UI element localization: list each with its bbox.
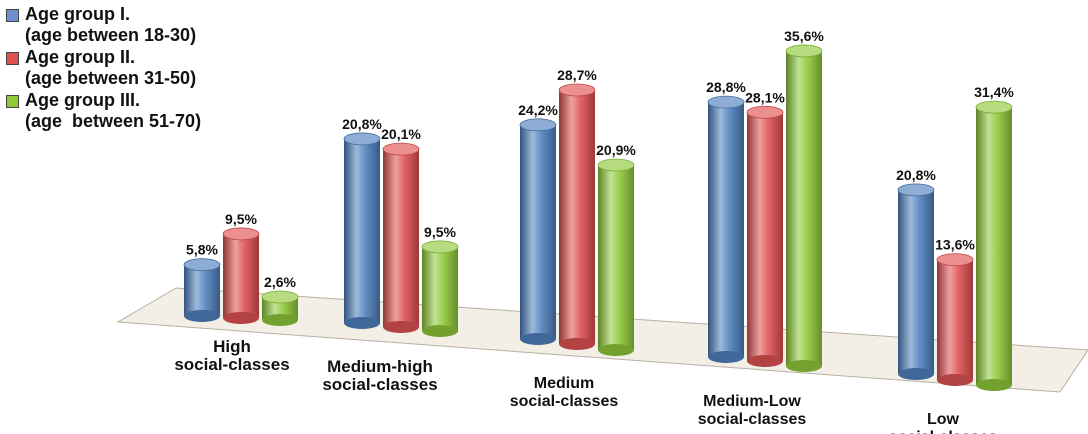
bars-group <box>183 44 1013 391</box>
bar-2-2 <box>382 142 420 333</box>
value-label-3-4: 35,6% <box>784 28 824 44</box>
value-label-2-4: 28,1% <box>745 89 785 105</box>
bar-1-1 <box>183 258 221 322</box>
value-label-1-4: 28,8% <box>706 79 746 95</box>
legend-item-age-group-3: Age group III. (age between 51-70) <box>6 90 201 132</box>
bar-3-4 <box>785 44 823 372</box>
category-label-2: Medium-high social-classes <box>322 357 437 394</box>
bar-1-4 <box>707 95 745 363</box>
bar-2-5 <box>936 253 974 386</box>
value-label-2-5: 13,6% <box>935 237 975 253</box>
value-label-2-1: 9,5% <box>225 211 257 227</box>
category-label-1: High social-classes <box>174 337 289 374</box>
value-label-1-1: 5,8% <box>186 242 218 258</box>
bar-3-1 <box>261 290 299 326</box>
legend: Age group I. (age between 18-30) Age gro… <box>6 4 201 133</box>
legend-label-age-group-3: Age group III. (age between 51-70) <box>25 90 202 131</box>
legend-item-age-group-1: Age group I. (age between 18-30) <box>6 4 201 46</box>
category-label-4: Medium-Low social-classes <box>698 393 807 428</box>
legend-swatch-age-group-1 <box>6 9 19 22</box>
legend-swatch-age-group-3 <box>6 95 19 108</box>
value-label-3-3: 20,9% <box>596 142 636 158</box>
bar-3-2 <box>421 240 459 337</box>
bar-2-1 <box>222 227 260 324</box>
bar-3-3 <box>597 158 635 356</box>
value-label-3-5: 31,4% <box>974 84 1014 100</box>
legend-label-age-group-2: Age group II. (age between 31-50) <box>25 47 197 88</box>
bar-1-2 <box>343 132 381 329</box>
legend-item-age-group-2: Age group II. (age between 31-50) <box>6 47 201 89</box>
value-label-1-3: 24,2% <box>518 102 558 118</box>
value-label-2-3: 28,7% <box>557 67 597 83</box>
legend-swatch-age-group-2 <box>6 52 19 65</box>
bar-1-5 <box>897 183 935 380</box>
bar-3-5 <box>975 100 1013 391</box>
legend-label-age-group-1: Age group I. (age between 18-30) <box>25 4 197 45</box>
value-label-2-2: 20,1% <box>381 126 421 142</box>
category-label-3: Medium social-classes <box>510 375 619 410</box>
bar-2-3 <box>558 83 596 350</box>
bar-2-4 <box>746 105 784 367</box>
bar-1-3 <box>519 118 557 345</box>
value-label-3-2: 9,5% <box>424 224 456 240</box>
value-label-1-2: 20,8% <box>342 116 382 132</box>
value-label-3-1: 2,6% <box>264 274 296 290</box>
labels-group: 5,8%9,5%2,6%High social-classes20,8%20,1%… <box>174 28 1014 434</box>
value-label-1-5: 20,8% <box>896 167 936 183</box>
